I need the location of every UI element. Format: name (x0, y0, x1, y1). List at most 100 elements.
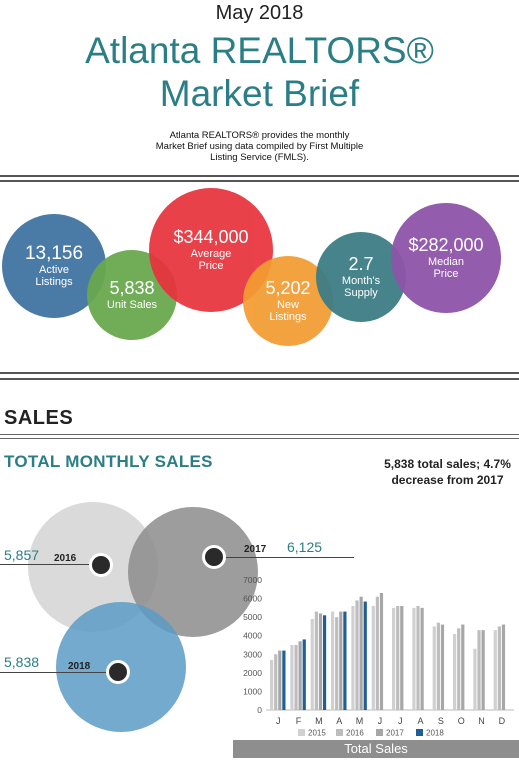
divider-mid-2 (0, 378, 519, 380)
x-tick-label: A (336, 716, 342, 726)
average-price-label2: Price (198, 259, 224, 272)
bar-2017-11 (501, 624, 506, 710)
venn-year-2016: 2016 (54, 553, 77, 564)
divider-top-1 (0, 175, 519, 177)
intro-line2: Market Brief using data compiled by Firs… (155, 141, 364, 152)
active-listings-value: 13,156 (24, 242, 84, 264)
intro-line1: Atlanta REALTORS® provides the monthly (169, 130, 350, 141)
unit-sales-value: 5,838 (109, 278, 155, 299)
report-date: May 2018 (215, 2, 304, 24)
x-tick-label: J (398, 716, 403, 726)
legend-swatch-2017 (376, 729, 383, 736)
unit-sales-label: Unit Sales (106, 298, 158, 311)
active-listings-bubble: 13,156 Active Listings (2, 214, 106, 318)
bar-2016-7 (416, 606, 420, 710)
divider-top-2 (0, 180, 519, 182)
average-price-bubble: $344,000 Average Price (149, 188, 273, 312)
bar-2015-3 (331, 611, 335, 710)
venn-marker-2016 (89, 553, 113, 577)
bar-2016-1 (294, 645, 298, 710)
bar-2015-7 (412, 607, 416, 710)
report-title-line2: Market Brief (159, 73, 360, 114)
x-tick-label: D (499, 716, 506, 726)
intro-line3: Listing Service (FMLS). (210, 152, 309, 163)
bar-2017-4 (359, 596, 363, 710)
divider-sales-1 (0, 434, 519, 435)
bar-2017-0 (278, 650, 282, 710)
bar-2018-0 (282, 650, 286, 710)
bar-2017-1 (298, 641, 302, 710)
bar-2016-4 (355, 600, 359, 710)
bar-2017-9 (461, 624, 465, 710)
sales-note-line1: 5,838 total sales; 4.7% (384, 457, 511, 471)
bar-2015-6 (392, 607, 396, 710)
months-supply-label2: Supply (344, 286, 378, 299)
chart-banner: Total Sales (233, 740, 519, 758)
y-tick-label: 5000 (243, 612, 262, 622)
bar-2016-8 (436, 622, 440, 710)
legend-label-2016: 2016 (346, 729, 364, 738)
months-supply-value: 2.7 (348, 254, 374, 275)
y-tick-label: 2000 (243, 668, 262, 678)
new-listings-label2: Listings (269, 310, 307, 323)
bar-2018-2 (322, 615, 327, 710)
leader-line-2017 (214, 557, 354, 558)
median-price-label1: Median (427, 255, 465, 268)
bar-2017-5 (379, 593, 384, 710)
x-tick-label: J (276, 716, 281, 726)
venn-marker-2018 (106, 660, 130, 684)
divider-sales-2 (0, 438, 519, 439)
bar-2017-8 (440, 624, 445, 710)
bar-2016-2 (314, 611, 318, 710)
venn-value-2017: 6,125 (287, 539, 323, 555)
bar-2015-9 (453, 633, 457, 710)
x-tick-label: O (458, 716, 465, 726)
total-sales-chart: 0 1000 2000 3000 4000 5000 6000 7000 J F M A M J J A S O N… (243, 575, 514, 738)
active-listings-label2: Listings (35, 276, 73, 289)
bar-2015-10 (473, 648, 477, 710)
legend-swatch-2016 (336, 729, 343, 736)
bar-2016-9 (457, 628, 461, 710)
x-tick-label: N (478, 716, 485, 726)
legend-label-2015: 2015 (308, 729, 326, 738)
new-listings-label1: New (276, 298, 299, 311)
venn-value-2016: 5,857 (4, 547, 40, 563)
x-tick-label: A (418, 716, 424, 726)
report-title-line1: Atlanta REALTORS® (85, 30, 434, 71)
median-price-bubble: $282,000 Median Price (391, 203, 501, 313)
average-price-label1: Average (190, 247, 232, 260)
months-supply-label1: Month's (341, 274, 381, 287)
bar-2018-4 (363, 601, 367, 710)
legend-label-2018: 2018 (426, 729, 444, 738)
bar-2015-5 (371, 606, 375, 710)
venn-year-2017: 2017 (244, 544, 267, 555)
legend-label-2017: 2017 (386, 729, 404, 738)
bar-2016-11 (497, 626, 501, 710)
y-tick-label: 7000 (243, 575, 262, 585)
bar-2016-6 (396, 606, 400, 710)
bar-2017-3 (339, 611, 343, 710)
y-tick-label: 6000 (243, 594, 262, 604)
x-tick-label: F (296, 716, 302, 726)
x-tick-label: M (315, 716, 323, 726)
bar-2017-2 (318, 613, 323, 710)
intro-text: Atlanta REALTORS® provides the monthly M… (130, 130, 389, 163)
active-listings-label1: Active (39, 264, 69, 277)
leader-line-2016 (0, 564, 100, 565)
y-tick-label: 0 (257, 705, 262, 715)
legend-swatch-2015 (298, 729, 305, 736)
x-tick-label: M (356, 716, 364, 726)
sales-note: 5,838 total sales; 4.7% decrease from 20… (380, 456, 515, 488)
total-monthly-sales-title: TOTAL MONTHLY SALES (4, 452, 213, 471)
bar-2015-2 (310, 619, 314, 710)
bar-2016-3 (335, 617, 339, 710)
bar-2016-0 (274, 654, 278, 710)
legend-swatch-2018 (416, 729, 423, 736)
bar-2017-7 (420, 607, 424, 710)
x-tick-label: S (438, 716, 444, 726)
sales-section-title: SALES (4, 407, 74, 429)
bar-2015-1 (290, 645, 294, 710)
bar-2017-6 (400, 606, 404, 710)
y-tick-label: 4000 (243, 631, 262, 641)
median-price-label2: Price (433, 267, 459, 280)
